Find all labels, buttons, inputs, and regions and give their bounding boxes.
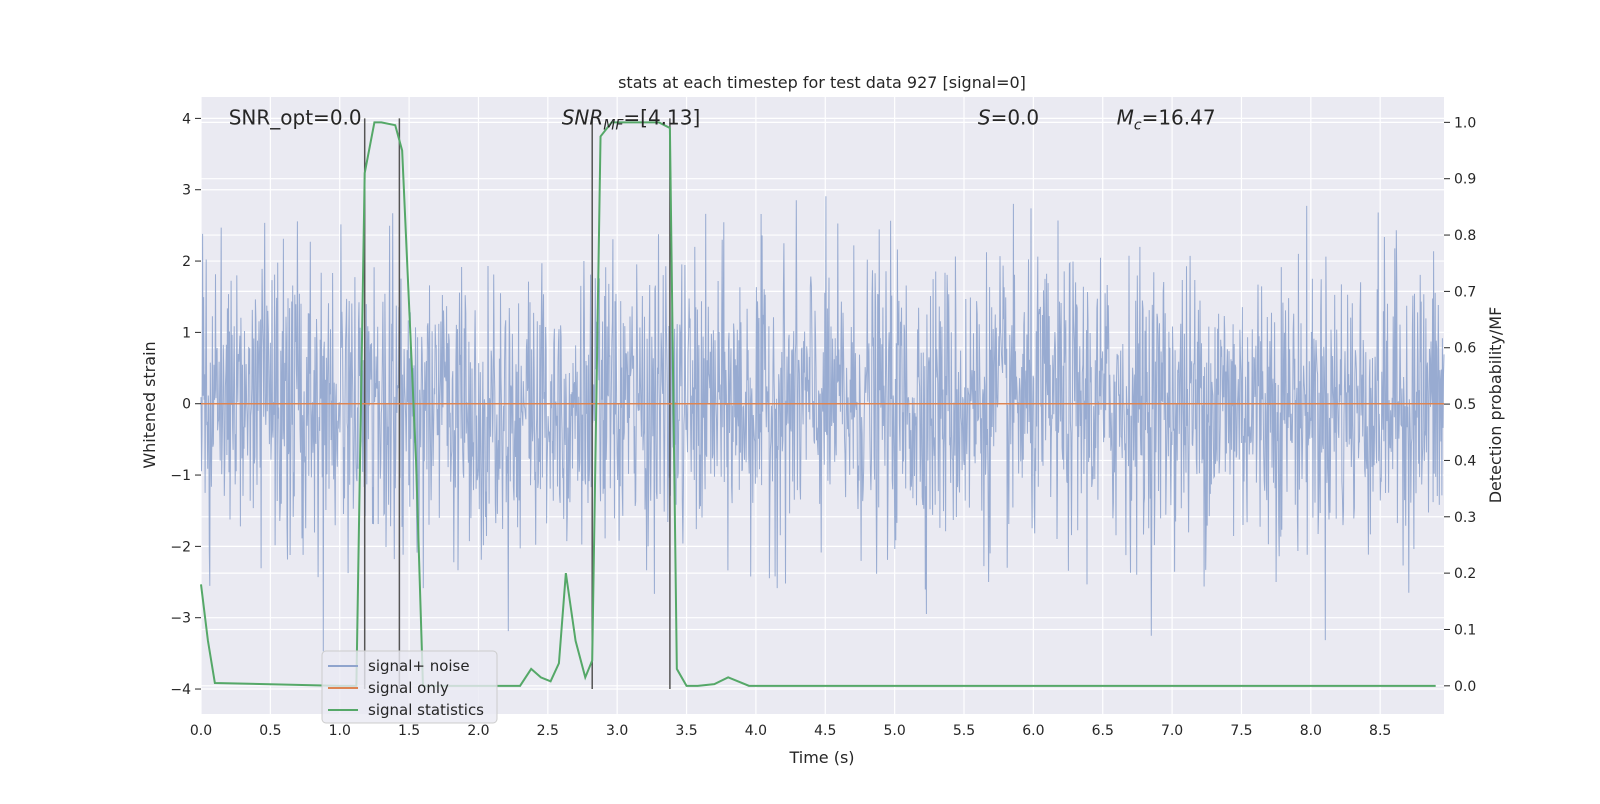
- y-tick-label: 3: [182, 183, 191, 199]
- x-tick-label: 8.0: [1300, 723, 1322, 739]
- x-tick-label: 5.5: [953, 723, 975, 739]
- x-tick-label: 0.5: [259, 723, 281, 739]
- y-right-tick-label: 0.1: [1454, 622, 1476, 638]
- y-axis-right: 1.0 0.9 0.8 0.7 0.6 0.5 0.4 0.3 0.2 0.1 0.0: [1444, 115, 1476, 695]
- y-right-tick-label: 0.6: [1454, 341, 1476, 357]
- y-right-tick-label: 0.0: [1454, 679, 1476, 695]
- y-right-tick-label: 0.7: [1454, 284, 1476, 300]
- y-tick-label: −2: [170, 539, 191, 555]
- y-tick-label: 4: [182, 111, 191, 127]
- y-tick-label: 0: [182, 397, 191, 413]
- y-tick-label: 2: [182, 254, 191, 270]
- legend-label-1: signal only: [368, 679, 449, 697]
- legend-box: [321, 650, 498, 724]
- x-tick-label: 2.0: [467, 723, 489, 739]
- x-tick-label: 1.5: [398, 723, 420, 739]
- annotation-0: SNR_opt=0.0: [229, 105, 362, 129]
- x-tick-label: 2.5: [537, 723, 559, 739]
- y-right-tick-label: 0.8: [1454, 228, 1476, 244]
- y-right-tick-label: 0.5: [1454, 397, 1476, 413]
- y-axis-left: 4 3 2 1 0 −1 −2 −3 −4: [170, 111, 201, 698]
- x-tick-label: 6.5: [1092, 723, 1114, 739]
- x-tick-label: 3.0: [606, 723, 628, 739]
- y-right-tick-label: 0.4: [1454, 453, 1476, 469]
- y-right-tick-label: 0.9: [1454, 172, 1476, 188]
- x-tick-label: 7.0: [1161, 723, 1183, 739]
- series-signal-statistics: [200, 121, 1436, 687]
- legend-label-2: signal statistics: [368, 701, 484, 719]
- x-tick-label: 3.5: [675, 723, 697, 739]
- legend: signal+ noise signal only signal statistic…: [321, 650, 498, 724]
- x-tick-label: 8.5: [1369, 723, 1391, 739]
- y-tick-label: −1: [170, 468, 191, 484]
- y-axis-right-label: Detection probability/MF: [1486, 307, 1505, 504]
- annotation-2: S=0.0: [978, 105, 1039, 129]
- x-tick-label: 4.0: [745, 723, 767, 739]
- x-tick-label: 0.0: [190, 723, 212, 739]
- y-right-tick-label: 1.0: [1454, 115, 1476, 131]
- x-axis: 0.0 0.5 1.0 1.5 2.0 2.5 3.0 3.5 4.0 4.5 5.0 5.5 6.0 6…: [190, 723, 1391, 739]
- series-signal-noise: [200, 196, 1445, 652]
- x-tick-label: 7.5: [1230, 723, 1252, 739]
- x-tick-label: 4.5: [814, 723, 836, 739]
- y-tick-label: −4: [170, 682, 191, 698]
- x-tick-label: 5.0: [884, 723, 906, 739]
- chart-title: stats at each timestep for test data 927…: [618, 73, 1026, 92]
- annotation-1: SNRMF=[4.13]: [562, 105, 701, 133]
- x-tick-label: 6.0: [1022, 723, 1044, 739]
- y-tick-label: −3: [170, 611, 191, 627]
- y-axis-label: Whitened strain: [140, 341, 159, 468]
- x-axis-label: Time (s): [788, 748, 854, 767]
- signal-statistics-line: [200, 121, 1436, 687]
- x-tick-label: 1.0: [329, 723, 351, 739]
- y-right-tick-label: 0.2: [1454, 566, 1476, 582]
- legend-label-0: signal+ noise: [368, 657, 470, 675]
- annotations: SNR_opt=0.0 SNRMF=[4.13] S=0.0 Mc=16.47: [229, 105, 1216, 133]
- y-right-tick-label: 0.3: [1454, 510, 1476, 526]
- noise-line: [200, 196, 1445, 652]
- annotation-3: Mc=16.47: [1117, 105, 1216, 133]
- y-tick-label: 1: [182, 325, 191, 341]
